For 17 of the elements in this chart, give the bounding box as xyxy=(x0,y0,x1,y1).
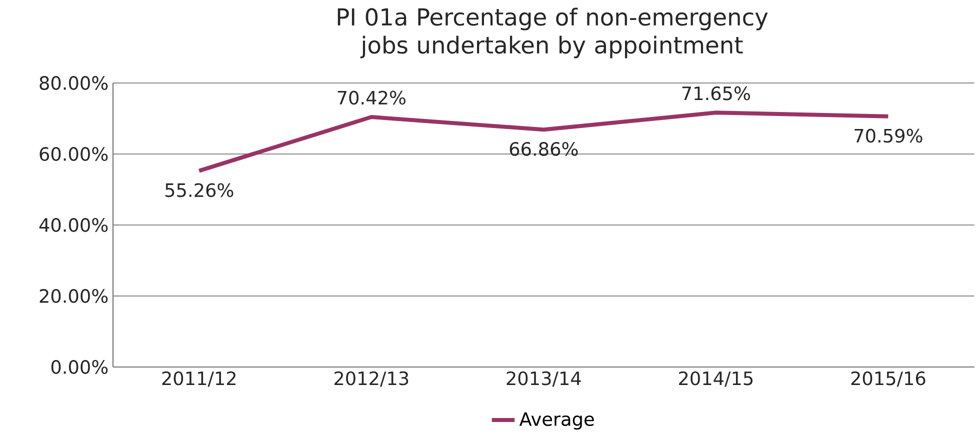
data-label: 66.86% xyxy=(510,142,578,156)
y-tick-label: 60.00% xyxy=(40,147,108,161)
y-tick-label: 80.00% xyxy=(40,76,108,90)
data-label: 71.65% xyxy=(682,86,750,100)
y-tick-label: 0.00% xyxy=(51,360,108,374)
data-label: 55.26% xyxy=(165,183,234,198)
legend-label: Average xyxy=(519,412,594,430)
y-tick-label: 40.00% xyxy=(39,218,108,232)
x-tick-label: 2012/13 xyxy=(334,371,408,387)
data-label: 70.59% xyxy=(854,128,922,143)
x-tick-label: 2014/15 xyxy=(679,371,753,387)
y-tick-label: 20.00% xyxy=(40,289,108,303)
x-tick-label: 2015/16 xyxy=(851,371,926,387)
chart-title: PI 01a Percentage of non-emergency jobs undertaken by appointment xyxy=(338,8,768,58)
data-label: 70.42% xyxy=(338,90,406,105)
x-tick-label: 2013/14 xyxy=(506,371,581,387)
x-tick-label: 2011/12 xyxy=(162,371,236,387)
